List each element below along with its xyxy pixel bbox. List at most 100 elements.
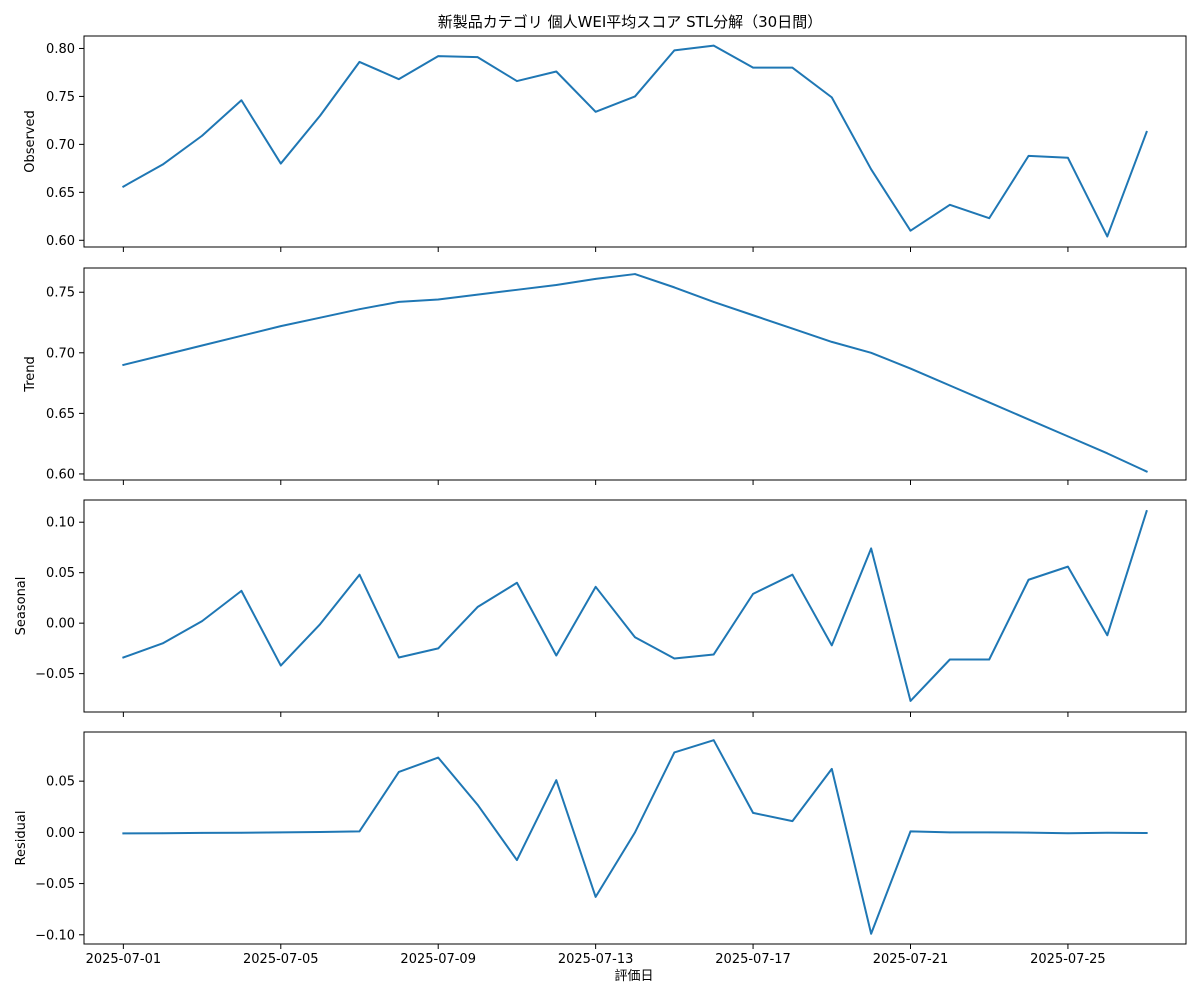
trend-data-point — [791, 327, 794, 330]
residual-data-point — [634, 831, 636, 834]
observed-data-point — [1027, 155, 1030, 157]
observed-data-point — [1145, 131, 1148, 133]
observed-data-point — [161, 163, 164, 166]
trend-y-tick-label: 0.60 — [46, 467, 75, 482]
residual-y-tick-label: −0.05 — [35, 877, 75, 892]
observed-y-tick-label: 0.70 — [46, 138, 75, 153]
seasonal-data-point — [437, 647, 440, 650]
trend-data-point — [673, 286, 676, 289]
observed-data-point — [279, 162, 282, 165]
residual-data-point — [1067, 832, 1069, 834]
x-tick-label: 2025-07-17 — [715, 952, 791, 967]
trend-data-point — [1106, 452, 1109, 455]
observed-y-axis-label: Observed — [23, 110, 38, 173]
residual-data-point — [398, 771, 400, 773]
residual-data-point — [1106, 831, 1109, 834]
residual-data-point — [712, 739, 715, 741]
trend-y-tick-label: 0.75 — [46, 286, 75, 301]
observed-data-point — [830, 96, 833, 99]
observed-data-point — [516, 80, 518, 82]
seasonal-data-point — [673, 657, 676, 660]
trend-data-point — [398, 301, 400, 303]
observed-y-tick-label: 0.80 — [46, 42, 75, 57]
seasonal-data-point — [279, 664, 282, 667]
observed-data-point — [594, 110, 597, 113]
trend-data-point — [712, 301, 715, 303]
seasonal-data-point — [122, 656, 125, 659]
x-axis-label: 評価日 — [614, 969, 653, 984]
observed-data-point — [319, 114, 321, 117]
trend-series-line — [122, 273, 1148, 473]
trend-y-axis-label: Trend — [23, 356, 38, 393]
residual-series-line — [122, 739, 1148, 935]
observed-data-point — [201, 134, 203, 137]
residual-data-point — [555, 779, 558, 781]
residual-y-tick-label: −0.10 — [35, 928, 75, 943]
trend-data-point — [1027, 418, 1030, 421]
residual-data-point — [1145, 832, 1148, 834]
observed-data-point — [949, 204, 951, 206]
seasonal-data-point — [161, 642, 164, 645]
seasonal-data-point — [1106, 634, 1109, 637]
trend-data-point — [949, 384, 951, 387]
residual-data-point — [161, 832, 164, 834]
seasonal-plot-frame — [83, 499, 1187, 713]
residual-y-tick-label: 0.00 — [46, 826, 75, 841]
seasonal-data-point — [555, 654, 558, 657]
seasonal-data-point — [712, 653, 715, 656]
trend-data-point — [279, 325, 282, 327]
x-tick-label: 2025-07-05 — [243, 952, 319, 967]
observed-data-point — [634, 95, 636, 98]
trend-data-point — [752, 314, 754, 317]
x-tick-label: 2025-07-21 — [873, 952, 949, 967]
trend-data-point — [909, 367, 912, 370]
residual-data-point — [988, 831, 991, 834]
observed-y-tick-label: 0.75 — [46, 90, 75, 105]
residual-plot-frame — [83, 731, 1187, 945]
trend-plot-frame — [83, 267, 1187, 481]
observed-data-point — [752, 66, 754, 69]
observed-series-line — [121, 44, 1148, 238]
seasonal-data-point — [949, 658, 951, 661]
seasonal-data-point — [909, 700, 912, 702]
residual-data-point — [122, 832, 125, 835]
seasonal-y-tick-label: 0.10 — [46, 516, 75, 531]
trend-data-point — [161, 354, 164, 357]
observed-data-point — [712, 44, 715, 47]
trend-data-point — [988, 401, 991, 404]
seasonal-data-point — [634, 636, 636, 639]
trend-data-point — [594, 278, 597, 280]
residual-data-point — [476, 803, 479, 806]
seasonal-data-point — [516, 581, 518, 584]
observed-data-point — [358, 61, 361, 63]
residual-data-point — [594, 896, 597, 898]
residual-y-tick-label: 0.05 — [46, 775, 75, 790]
trend-data-point — [555, 284, 558, 286]
chart-title: 新製品カテゴリ 個人WEI平均スコア STL分解（30日間） — [438, 13, 822, 31]
panel-observed: 0.60 0.65 0.70 0.75 0.80 Observed — [23, 35, 1187, 252]
observed-data-point — [909, 229, 912, 232]
trend-data-point — [319, 316, 321, 319]
seasonal-data-point — [988, 658, 991, 661]
observed-data-point — [988, 217, 991, 220]
trend-data-point — [1145, 470, 1148, 473]
trend-y-tick-label: 0.70 — [46, 346, 75, 361]
residual-data-point — [752, 812, 754, 814]
trend-data-point — [122, 364, 125, 366]
observed-y-tick-label: 0.65 — [46, 186, 75, 201]
residual-data-point — [201, 832, 203, 834]
residual-data-point — [358, 830, 361, 833]
trend-data-point — [830, 341, 833, 343]
seasonal-y-axis-label: Seasonal — [14, 577, 29, 636]
seasonal-data-point — [1067, 565, 1069, 568]
trend-data-point — [476, 293, 479, 296]
observed-y-tick-label: 0.60 — [46, 234, 75, 249]
residual-data-point — [240, 831, 243, 834]
trend-data-point — [870, 352, 872, 354]
seasonal-data-point — [476, 606, 479, 608]
observed-data-point — [1106, 235, 1109, 238]
observed-data-point — [1067, 157, 1069, 159]
seasonal-data-point — [201, 620, 203, 622]
residual-data-point — [791, 820, 794, 822]
